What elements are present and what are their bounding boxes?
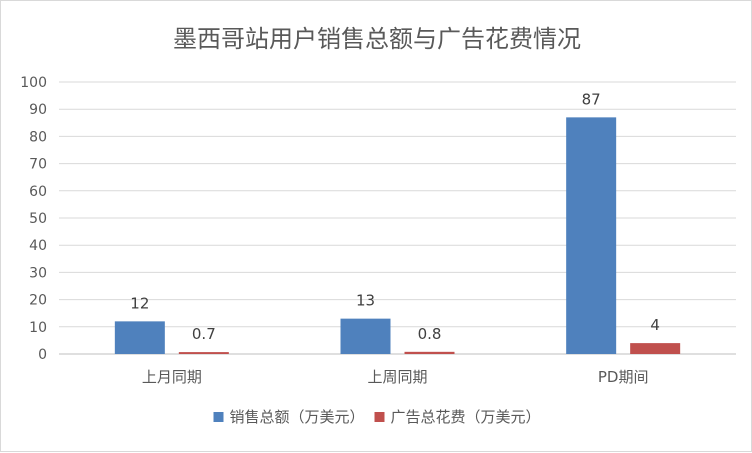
- y-tick-label: 0: [38, 347, 47, 363]
- data-label: 12: [130, 294, 149, 312]
- data-label: 0.7: [192, 325, 216, 343]
- data-labels: 12 0.7 13 0.8 87 4: [130, 90, 660, 343]
- bar: [178, 352, 229, 354]
- y-tick-label: 40: [29, 238, 47, 254]
- legend-swatch: [213, 412, 224, 422]
- y-tick-label: 80: [29, 129, 47, 145]
- legend-swatch: [374, 412, 385, 422]
- bar: [404, 351, 455, 354]
- bar: [566, 117, 617, 354]
- x-category-label: 上周同期: [367, 368, 427, 386]
- x-axis-categories: 上月同期 上周同期 PD期间: [142, 368, 649, 386]
- y-tick-label: 70: [29, 157, 47, 173]
- y-tick-label: 100: [20, 75, 47, 91]
- y-tick-label: 30: [29, 265, 47, 281]
- y-tick-label: 20: [29, 293, 47, 309]
- bar: [340, 318, 391, 354]
- y-tick-label: 60: [29, 184, 47, 200]
- data-label: 13: [356, 292, 375, 310]
- y-tick-label: 90: [29, 102, 47, 118]
- data-label: 4: [650, 316, 660, 334]
- y-axis-ticks: 0 10 20 30 40 50 60 70 80 90 100: [20, 75, 47, 363]
- legend: 销售总额（万美元） 广告总花费（万美元）: [213, 408, 541, 426]
- data-label: 87: [582, 90, 601, 108]
- y-tick-label: 10: [29, 320, 47, 336]
- data-label: 0.8: [418, 325, 442, 343]
- bar: [114, 321, 165, 354]
- gridlines: [59, 81, 736, 355]
- legend-label: 销售总额（万美元）: [230, 408, 365, 426]
- chart-title: 墨西哥站用户销售总额与广告花费情况: [173, 25, 581, 53]
- x-category-label: 上月同期: [142, 368, 202, 386]
- x-category-label: PD期间: [598, 368, 649, 386]
- y-tick-label: 50: [29, 211, 47, 227]
- legend-label: 广告总花费（万美元）: [391, 408, 541, 426]
- bar: [630, 343, 681, 354]
- bars: [114, 117, 681, 354]
